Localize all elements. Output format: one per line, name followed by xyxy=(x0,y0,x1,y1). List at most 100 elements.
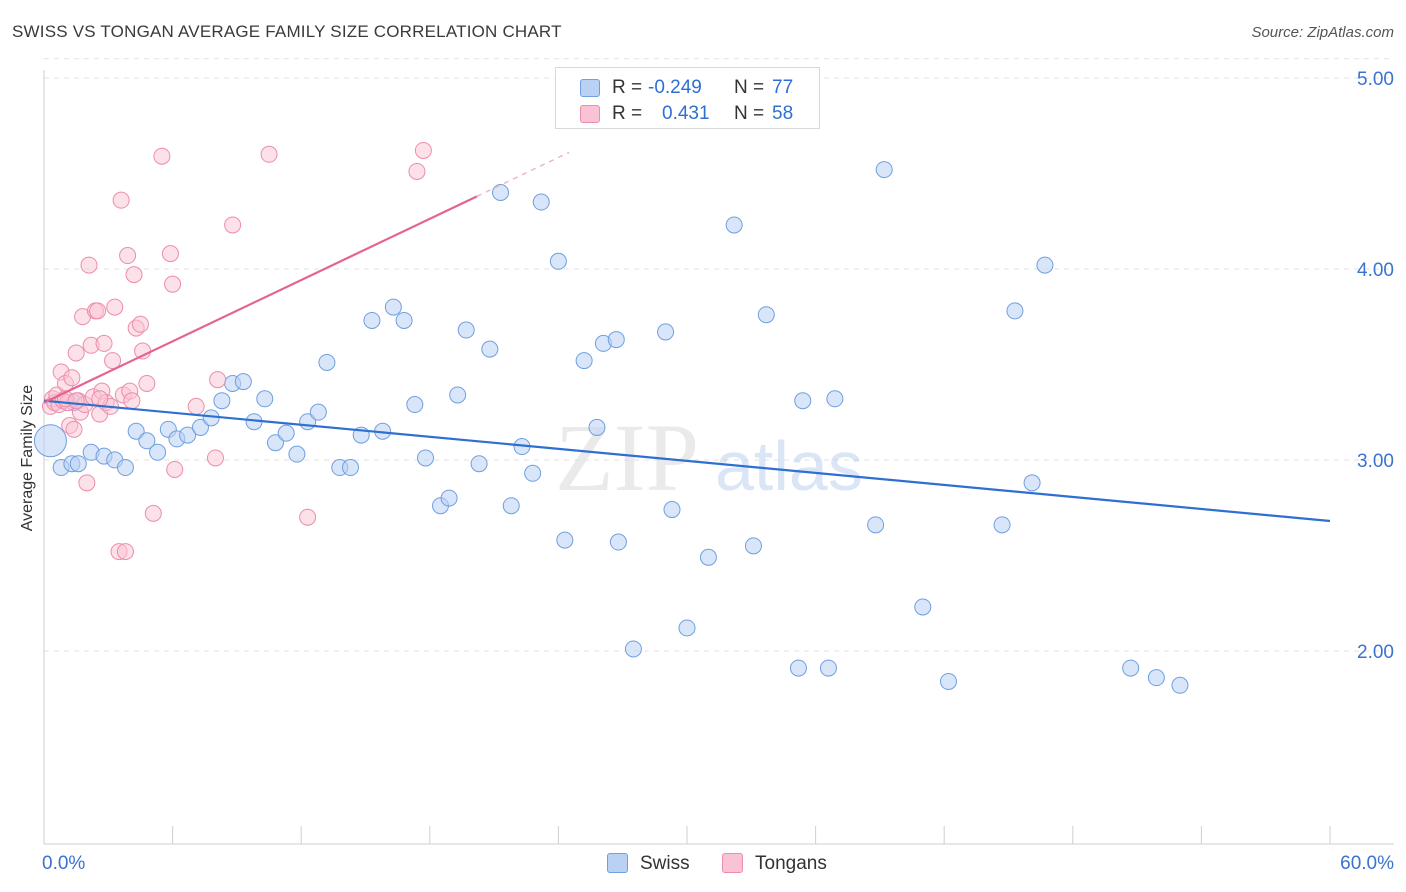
swiss-point xyxy=(127,422,145,440)
watermark-zip: ZIP xyxy=(555,404,699,511)
swiss-point xyxy=(993,516,1011,534)
swiss-point xyxy=(309,403,327,421)
tongan-point xyxy=(144,504,162,522)
tongan-point xyxy=(78,474,96,492)
swiss-point xyxy=(588,418,606,436)
y-tick-label: 3.00 xyxy=(1357,451,1394,472)
swiss-point xyxy=(609,533,627,551)
swiss-point xyxy=(624,640,642,658)
swiss-point xyxy=(395,311,413,329)
swiss-point xyxy=(939,672,957,690)
tongan-point xyxy=(116,543,134,561)
tongan-point xyxy=(153,147,171,165)
swiss-point xyxy=(549,252,567,270)
swiss-point xyxy=(116,459,134,477)
swiss-swatch xyxy=(580,79,600,97)
swiss-point xyxy=(33,424,67,458)
swiss-point xyxy=(699,548,717,566)
chart-title: SWISS VS TONGAN AVERAGE FAMILY SIZE CORR… xyxy=(12,22,562,41)
swiss-point xyxy=(384,298,402,316)
swiss-point xyxy=(481,340,499,358)
swiss-point xyxy=(1036,256,1054,274)
legend-n-value-tongans: 58 xyxy=(772,103,794,124)
tongan-trendline-extension xyxy=(476,151,570,197)
swiss-point xyxy=(725,216,743,234)
swiss-point xyxy=(138,432,156,450)
tongan-point xyxy=(80,256,98,274)
swiss-point xyxy=(69,455,87,473)
tongan-point xyxy=(106,298,124,316)
tongan-point xyxy=(161,245,179,263)
x-tick-label: 0.0% xyxy=(42,853,85,874)
tongan-point xyxy=(63,369,81,387)
x-tick-label: 60.0% xyxy=(1340,853,1394,874)
swiss-point xyxy=(406,396,424,414)
swiss-point xyxy=(819,659,837,677)
legend-n-label: N = xyxy=(734,77,765,98)
legend-r-label: R = xyxy=(612,77,643,98)
tongan-swatch xyxy=(580,105,600,123)
swiss-trendline xyxy=(43,399,1331,523)
swiss-point xyxy=(657,323,675,341)
tongan-point xyxy=(414,141,432,159)
swiss-point xyxy=(678,619,696,637)
tongan-point xyxy=(299,508,317,526)
swiss-point xyxy=(449,386,467,404)
swiss-point xyxy=(663,501,681,519)
swiss-point xyxy=(826,390,844,408)
legend-n-value-swiss: 77 xyxy=(772,77,794,98)
swiss-point xyxy=(757,306,775,324)
swiss-point xyxy=(457,321,475,339)
tongan-point xyxy=(260,145,278,163)
tongan-point xyxy=(408,162,426,180)
swiss-point xyxy=(1122,659,1140,677)
tongan-point xyxy=(125,266,143,284)
swiss-point xyxy=(149,443,167,461)
source-label: Source: ZipAtlas.com xyxy=(1251,24,1394,41)
swiss-point xyxy=(875,161,893,179)
tongan-point xyxy=(67,392,85,410)
swiss-point xyxy=(288,445,306,463)
swiss-point xyxy=(1023,474,1041,492)
swiss-point xyxy=(556,531,574,549)
swiss-point xyxy=(1147,669,1165,687)
swiss-point xyxy=(256,390,274,408)
swiss-point xyxy=(744,537,762,555)
swiss-legend-swatch xyxy=(607,853,628,873)
swiss-point xyxy=(914,598,932,616)
y-tick-label: 4.00 xyxy=(1357,260,1394,281)
legend-r-label: R = xyxy=(612,103,643,124)
tongan-point xyxy=(112,191,130,209)
tongan-point xyxy=(166,460,184,478)
tongan-point xyxy=(224,216,242,234)
tongan-point xyxy=(187,397,205,415)
swiss-point xyxy=(532,193,550,211)
swiss-point xyxy=(191,418,209,436)
swiss-point xyxy=(266,434,284,452)
swiss-point xyxy=(341,459,359,477)
tongan-point xyxy=(95,334,113,352)
tongan-point xyxy=(119,247,137,265)
swiss-point xyxy=(502,497,520,515)
swiss-point xyxy=(440,489,458,507)
tongan-legend-swatch xyxy=(722,853,743,873)
swiss-point xyxy=(363,311,381,329)
tongan-point xyxy=(89,302,107,320)
y-tick-label: 5.00 xyxy=(1357,69,1394,90)
correlation-legend: R = -0.249 N = 77 R = 0.431 N = 58 xyxy=(555,67,820,129)
tongan-point xyxy=(104,352,122,370)
swiss-point xyxy=(524,464,542,482)
swiss-point xyxy=(867,516,885,534)
tongan-point xyxy=(65,420,83,438)
tongan-point xyxy=(131,315,149,333)
legend-n-label: N = xyxy=(734,103,765,124)
legend-r-value-tongans: 0.431 xyxy=(662,103,710,124)
tongan-point xyxy=(67,344,85,362)
tongans-legend-label: Tongans xyxy=(755,853,827,874)
tongan-trendline xyxy=(43,195,478,404)
swiss-point xyxy=(234,373,252,391)
swiss-legend-label: Swiss xyxy=(640,853,690,874)
swiss-point xyxy=(1006,302,1024,320)
swiss-point xyxy=(789,659,807,677)
